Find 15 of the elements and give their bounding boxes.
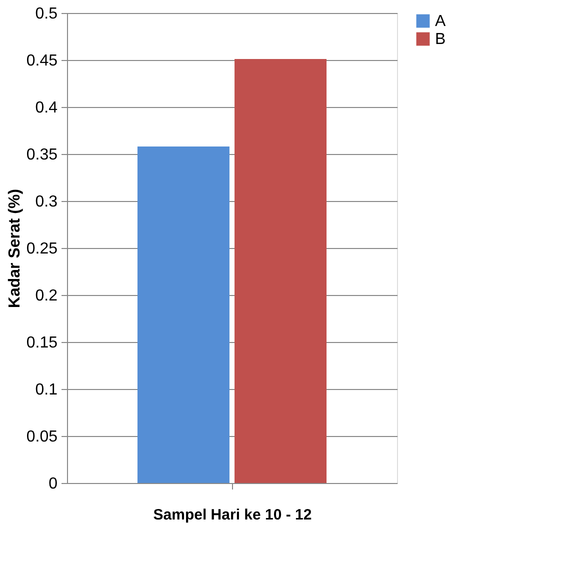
y-tick-label: 0.25 [26, 240, 58, 258]
y-axis-title: Kadar Serat (%) [6, 188, 24, 308]
y-tick-label: 0.45 [26, 52, 58, 70]
y-tick-label: 0.35 [26, 146, 58, 164]
y-tick-label: 0 [48, 476, 58, 492]
y-tick-label: 0.05 [26, 428, 58, 446]
legend-label: A [435, 13, 446, 30]
y-tick-label: 0.5 [35, 6, 58, 22]
y-tick-label: 0.3 [35, 194, 58, 210]
y-tick-label: 0.4 [35, 100, 58, 116]
legend-label: B [435, 31, 446, 48]
y-tick-label: 0.1 [35, 382, 58, 398]
y-tick-label: 0.15 [26, 334, 58, 352]
x-axis-title: Sampel Hari ke 10 - 12 [153, 506, 312, 524]
y-tick-label: 0.2 [35, 288, 58, 304]
